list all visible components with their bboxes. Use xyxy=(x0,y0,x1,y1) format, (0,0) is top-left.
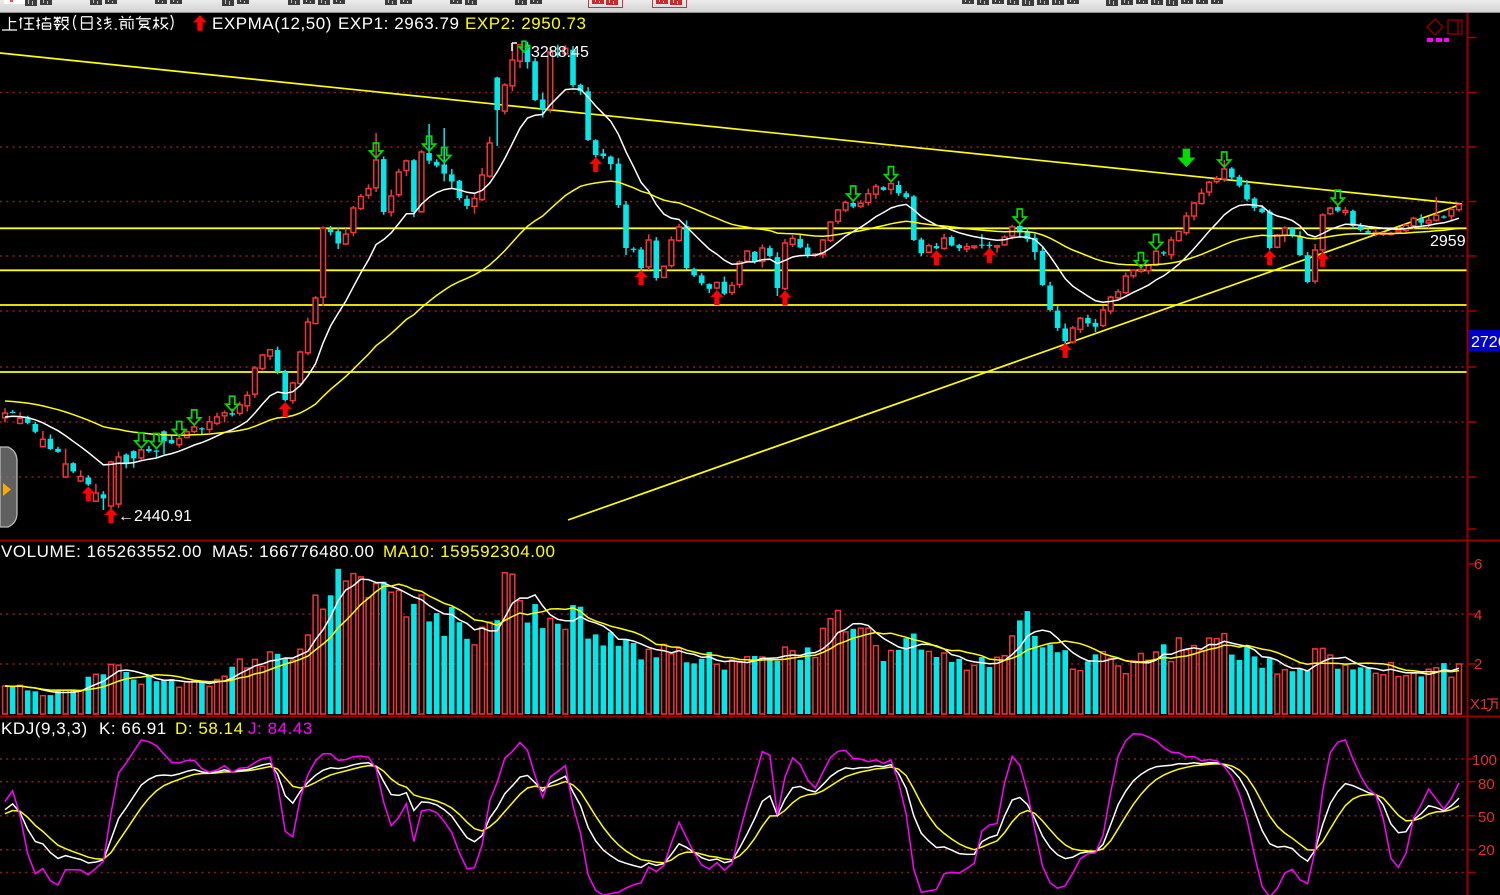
svg-text:6: 6 xyxy=(1474,556,1482,573)
svg-text:4: 4 xyxy=(1474,607,1482,624)
svg-text:VOLUME: 165263552.00: VOLUME: 165263552.00 xyxy=(1,542,202,561)
svg-text:100: 100 xyxy=(1472,752,1497,769)
svg-text:20: 20 xyxy=(1478,842,1495,859)
svg-text:EXP2: 2950.73: EXP2: 2950.73 xyxy=(465,14,587,33)
svg-text:EXPMA(12,50): EXPMA(12,50) xyxy=(212,14,332,33)
svg-text:50: 50 xyxy=(1478,809,1495,826)
svg-text:3288.45: 3288.45 xyxy=(531,44,589,61)
svg-text:←2440.91: ←2440.91 xyxy=(118,508,192,525)
svg-text:EXP1: 2963.79: EXP1: 2963.79 xyxy=(338,14,460,33)
svg-text:MA5: 166776480.00: MA5: 166776480.00 xyxy=(212,542,374,561)
svg-text:D: 58.14: D: 58.14 xyxy=(175,719,244,738)
svg-text:K: 66.91: K: 66.91 xyxy=(99,719,167,738)
svg-text:2726: 2726 xyxy=(1471,334,1500,351)
svg-text:2959: 2959 xyxy=(1430,233,1466,250)
svg-text:80: 80 xyxy=(1478,776,1495,793)
svg-text:2: 2 xyxy=(1474,656,1482,673)
svg-text:MA10: 159592304.00: MA10: 159592304.00 xyxy=(383,542,555,561)
svg-text:J: 84.43: J: 84.43 xyxy=(248,719,313,738)
svg-text:X1: X1 xyxy=(1470,696,1488,713)
svg-text:KDJ(9,3,3): KDJ(9,3,3) xyxy=(1,719,88,738)
